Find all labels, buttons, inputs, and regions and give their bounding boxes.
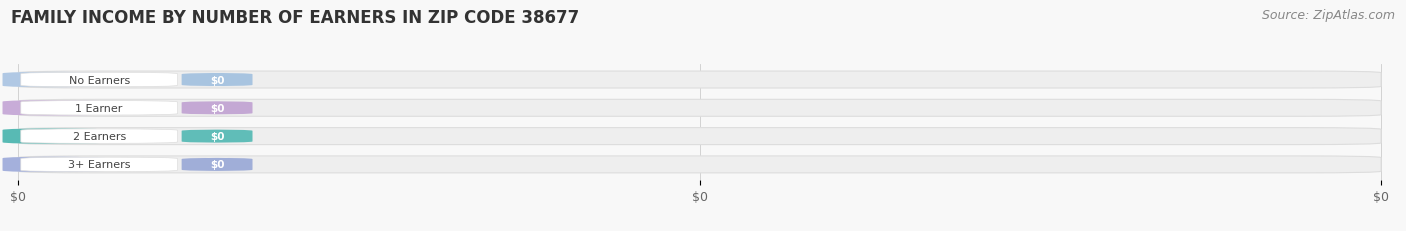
Text: 1 Earner: 1 Earner xyxy=(76,103,122,113)
FancyBboxPatch shape xyxy=(21,101,177,116)
FancyBboxPatch shape xyxy=(181,102,253,115)
Text: No Earners: No Earners xyxy=(69,75,129,85)
Text: $0: $0 xyxy=(209,103,225,113)
FancyBboxPatch shape xyxy=(3,157,105,172)
FancyBboxPatch shape xyxy=(18,72,1381,89)
FancyBboxPatch shape xyxy=(3,73,105,88)
Text: 2 Earners: 2 Earners xyxy=(73,131,125,142)
FancyBboxPatch shape xyxy=(181,73,253,87)
FancyBboxPatch shape xyxy=(21,158,177,172)
FancyBboxPatch shape xyxy=(181,158,253,171)
FancyBboxPatch shape xyxy=(18,156,1381,173)
Text: $0: $0 xyxy=(209,131,225,142)
Text: $0: $0 xyxy=(209,75,225,85)
FancyBboxPatch shape xyxy=(181,130,253,143)
Text: FAMILY INCOME BY NUMBER OF EARNERS IN ZIP CODE 38677: FAMILY INCOME BY NUMBER OF EARNERS IN ZI… xyxy=(11,9,579,27)
FancyBboxPatch shape xyxy=(21,129,177,144)
FancyBboxPatch shape xyxy=(21,73,177,87)
Text: Source: ZipAtlas.com: Source: ZipAtlas.com xyxy=(1261,9,1395,22)
FancyBboxPatch shape xyxy=(3,129,105,144)
FancyBboxPatch shape xyxy=(3,100,105,116)
Text: 3+ Earners: 3+ Earners xyxy=(67,160,131,170)
Text: $0: $0 xyxy=(209,160,225,170)
FancyBboxPatch shape xyxy=(18,100,1381,117)
FancyBboxPatch shape xyxy=(18,128,1381,145)
